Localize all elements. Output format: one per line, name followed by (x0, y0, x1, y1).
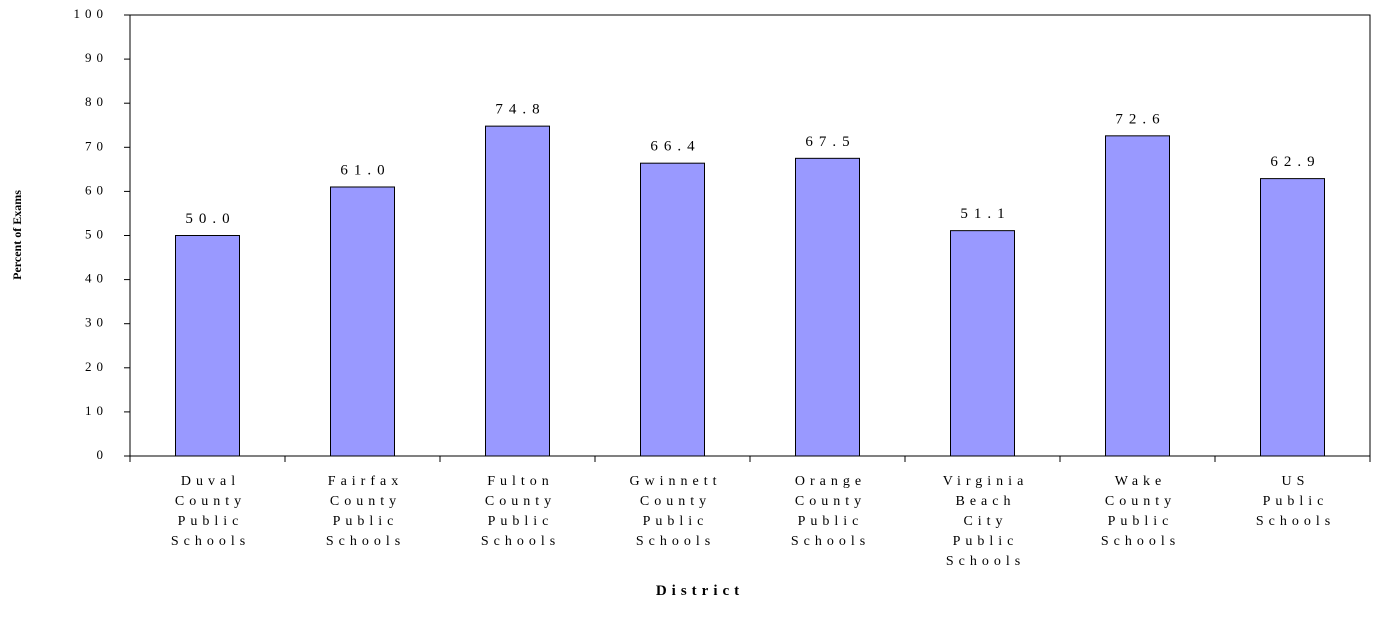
data-label: 51.1 (960, 206, 1010, 222)
x-tick-label: Wake County Public Schools (1100, 474, 1181, 549)
x-tick-label: Fairfax County Public Schools (325, 474, 406, 549)
y-tick-label: 70 (85, 138, 108, 153)
data-label: 74.8 (495, 102, 545, 118)
data-label: 61.0 (340, 162, 390, 178)
y-tick-label: 50 (85, 226, 108, 241)
x-tick-label: US Public Schools (1255, 474, 1336, 529)
y-tick-label: 90 (85, 50, 108, 65)
data-label: 72.6 (1115, 111, 1165, 127)
y-tick-label: 60 (85, 182, 108, 197)
y-tick-label: 100 (74, 6, 109, 21)
bar (640, 162, 705, 457)
y-tick-label: 20 (85, 359, 108, 374)
y-tick-label: 80 (85, 94, 108, 109)
data-label: 67.5 (805, 134, 855, 150)
x-tick-label: Gwinnett County Public Schools (629, 474, 722, 549)
plot-frame (129, 14, 1371, 457)
data-label: 50.0 (185, 211, 235, 227)
bar (175, 235, 240, 457)
data-label: 66.4 (650, 139, 700, 155)
bar (330, 186, 395, 457)
y-tick-label: 0 (97, 447, 109, 462)
x-tick-label: Fulton County Public Schools (480, 474, 561, 549)
y-axis-title: Percent of Exams (10, 190, 24, 280)
x-axis-title: District (655, 583, 745, 599)
bar (1105, 135, 1170, 457)
y-tick-label: 30 (85, 315, 108, 330)
bar (1260, 178, 1325, 457)
bar (795, 157, 860, 457)
y-tick-label: 10 (85, 403, 108, 418)
data-label: 62.9 (1270, 154, 1320, 170)
bar (485, 125, 550, 457)
x-tick-label: Duval County Public Schools (170, 474, 251, 549)
bar (950, 230, 1015, 457)
y-tick-label: 40 (85, 271, 108, 286)
x-tick-label: Orange County Public Schools (790, 474, 871, 549)
x-tick-label: Virginia Beach City Public Schools (942, 474, 1029, 569)
